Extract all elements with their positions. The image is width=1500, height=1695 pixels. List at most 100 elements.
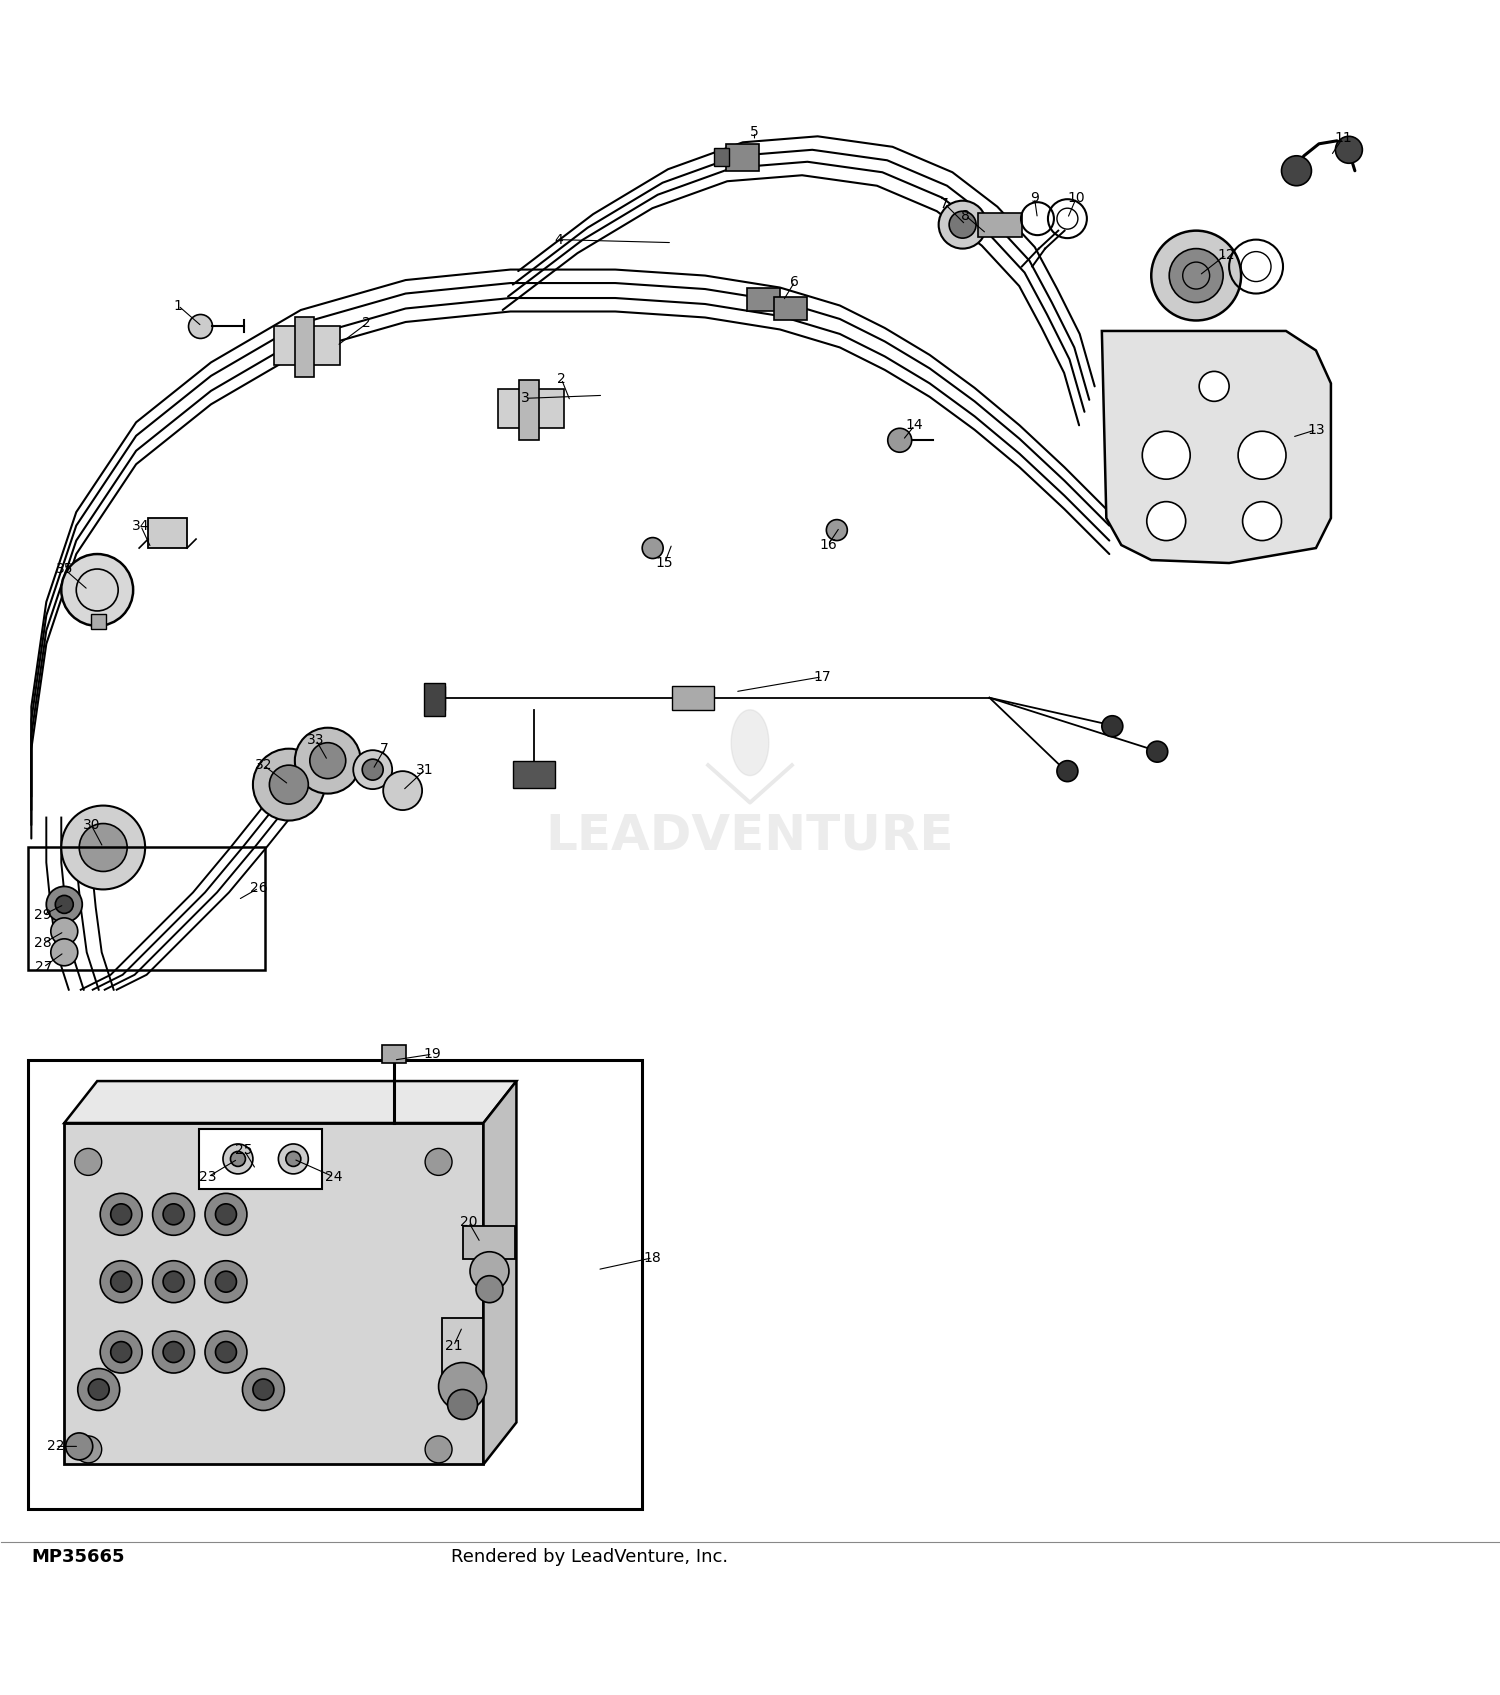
Bar: [148, 519, 188, 547]
Circle shape: [1198, 371, 1228, 402]
Bar: [200, 1129, 322, 1188]
Circle shape: [164, 1341, 184, 1363]
Text: 28: 28: [34, 936, 53, 951]
Circle shape: [216, 1341, 237, 1363]
Circle shape: [216, 1271, 237, 1292]
Circle shape: [56, 895, 74, 914]
Circle shape: [243, 1368, 285, 1410]
Bar: [28, 1059, 642, 1509]
Text: 13: 13: [1306, 422, 1324, 437]
Text: 26: 26: [251, 881, 267, 895]
Circle shape: [296, 727, 360, 793]
Circle shape: [51, 919, 78, 944]
Text: 8: 8: [962, 208, 970, 222]
Circle shape: [80, 824, 128, 871]
Circle shape: [206, 1261, 248, 1303]
Bar: [747, 288, 780, 312]
Circle shape: [1168, 249, 1222, 302]
Text: 15: 15: [656, 556, 674, 570]
Circle shape: [206, 1193, 248, 1236]
Circle shape: [888, 429, 912, 453]
Circle shape: [1242, 502, 1281, 541]
Text: MP35665: MP35665: [32, 1548, 124, 1566]
Circle shape: [164, 1271, 184, 1292]
Text: 23: 23: [200, 1170, 217, 1183]
Circle shape: [111, 1203, 132, 1225]
Circle shape: [939, 200, 987, 249]
Bar: [64, 1124, 483, 1464]
Polygon shape: [730, 710, 770, 776]
Circle shape: [642, 537, 663, 559]
Bar: [672, 686, 714, 710]
Text: 24: 24: [326, 1170, 342, 1183]
Circle shape: [254, 749, 326, 820]
Text: 11: 11: [1334, 131, 1352, 144]
Circle shape: [286, 1151, 302, 1166]
Circle shape: [46, 886, 82, 922]
Text: 22: 22: [46, 1439, 64, 1453]
Bar: [513, 761, 555, 788]
Bar: [381, 1046, 405, 1063]
Circle shape: [827, 520, 848, 541]
Circle shape: [362, 759, 382, 780]
Bar: [432, 686, 444, 710]
Polygon shape: [483, 1081, 516, 1464]
Circle shape: [476, 1276, 502, 1303]
Text: 32: 32: [255, 758, 272, 773]
Circle shape: [254, 1380, 274, 1400]
Circle shape: [231, 1151, 246, 1166]
Circle shape: [279, 1144, 309, 1175]
Circle shape: [310, 742, 345, 778]
Circle shape: [78, 1368, 120, 1410]
Text: 34: 34: [132, 519, 150, 532]
Circle shape: [382, 771, 422, 810]
Text: 4: 4: [554, 232, 562, 247]
Circle shape: [189, 315, 213, 339]
Circle shape: [950, 212, 976, 237]
Text: 20: 20: [460, 1215, 477, 1229]
Text: LEADVENTURE: LEADVENTURE: [546, 812, 954, 859]
Text: 14: 14: [906, 419, 924, 432]
Circle shape: [447, 1390, 477, 1419]
Bar: [978, 212, 1023, 237]
Text: 27: 27: [34, 961, 53, 975]
Circle shape: [153, 1331, 195, 1373]
Text: 9: 9: [1030, 192, 1039, 205]
Circle shape: [75, 1149, 102, 1175]
Text: Rendered by LeadVenture, Inc.: Rendered by LeadVenture, Inc.: [450, 1548, 728, 1566]
Circle shape: [111, 1271, 132, 1292]
Text: 30: 30: [82, 819, 100, 832]
Text: 2: 2: [556, 371, 566, 386]
Circle shape: [1148, 502, 1185, 541]
Circle shape: [470, 1251, 509, 1290]
Circle shape: [216, 1203, 237, 1225]
Bar: [423, 683, 444, 715]
Text: 31: 31: [417, 763, 434, 776]
Text: 21: 21: [444, 1339, 462, 1353]
Circle shape: [164, 1203, 184, 1225]
Circle shape: [424, 1149, 451, 1175]
Circle shape: [153, 1193, 195, 1236]
Bar: [274, 327, 340, 366]
Circle shape: [1058, 761, 1078, 781]
Circle shape: [75, 1436, 102, 1463]
Text: 7: 7: [381, 742, 388, 756]
Circle shape: [88, 1380, 110, 1400]
Text: 16: 16: [819, 537, 837, 553]
Circle shape: [1102, 715, 1124, 737]
Circle shape: [62, 554, 134, 625]
Bar: [462, 1225, 514, 1259]
Circle shape: [100, 1261, 142, 1303]
Circle shape: [352, 751, 392, 790]
Bar: [774, 297, 807, 320]
Text: 1: 1: [174, 298, 183, 312]
Circle shape: [51, 939, 78, 966]
Text: 25: 25: [236, 1142, 252, 1158]
Text: 3: 3: [520, 392, 530, 405]
Circle shape: [100, 1331, 142, 1373]
Circle shape: [224, 1144, 254, 1175]
Bar: [498, 390, 564, 429]
Text: 5: 5: [750, 125, 759, 139]
Text: 7: 7: [940, 197, 950, 210]
Circle shape: [1335, 136, 1362, 163]
